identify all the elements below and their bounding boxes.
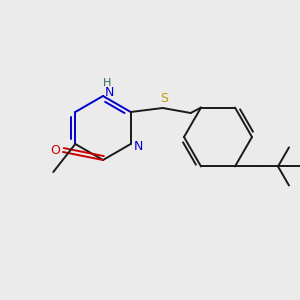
Text: H: H [103,78,111,88]
Text: N: N [104,85,114,98]
Text: O: O [50,145,60,158]
Text: N: N [134,140,143,152]
Text: S: S [160,92,168,106]
